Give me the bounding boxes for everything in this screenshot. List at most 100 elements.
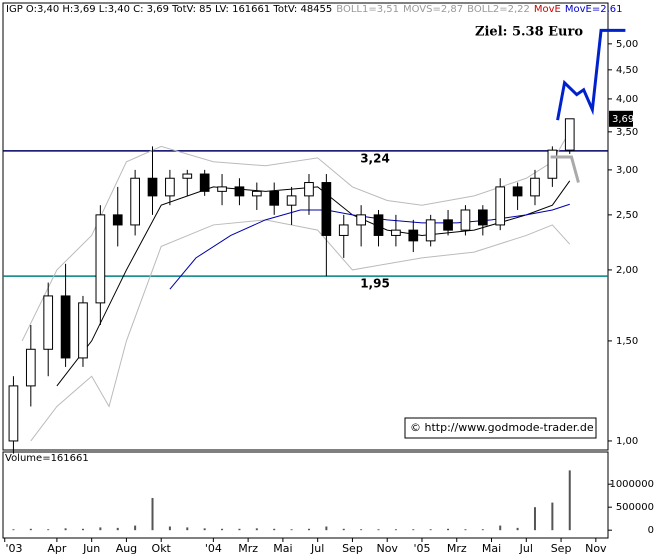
- y-tick-label: 2,50: [616, 210, 638, 221]
- y-tick-label: 2,00: [616, 265, 638, 276]
- volume-bar: [47, 529, 50, 531]
- x-tick-label: '05: [413, 542, 430, 555]
- candle-body: [495, 186, 506, 226]
- last-price-label: 3,69: [612, 114, 634, 125]
- volume-tick-label: 500000: [616, 502, 654, 513]
- candle-body: [165, 177, 175, 197]
- level-label: 1,95: [360, 277, 390, 291]
- volume-bar: [360, 529, 363, 531]
- candle-body: [147, 177, 158, 197]
- x-tick-label: Aug: [116, 542, 137, 555]
- candle-body: [356, 214, 366, 226]
- candle-body: [304, 182, 314, 197]
- volume-bar: [412, 529, 415, 531]
- candle-body: [130, 177, 140, 226]
- volume-bar: [325, 526, 328, 531]
- volume-bar: [168, 526, 171, 531]
- source-box: [404, 417, 597, 439]
- projection-line: [556, 28, 626, 121]
- candle-body: [234, 186, 245, 197]
- candle-body: [251, 190, 262, 197]
- volume-bar: [81, 528, 84, 531]
- candle-body: [338, 224, 349, 236]
- candle-body: [564, 118, 575, 151]
- volume-bar: [499, 525, 502, 531]
- candle-body: [530, 177, 540, 197]
- volume-bar: [273, 528, 276, 531]
- candle-body: [199, 173, 210, 192]
- source: © http://www.godmode-trader.de: [410, 421, 594, 434]
- last-price-box: [609, 110, 633, 127]
- volume-bar: [238, 528, 241, 531]
- volume-bar: [429, 529, 432, 531]
- volume-bar: [290, 529, 293, 531]
- header-item: MovE: [534, 4, 561, 15]
- x-tick-label: Mai: [273, 542, 292, 555]
- candle-body: [373, 214, 384, 236]
- candle-body: [43, 295, 54, 350]
- projection-line: [550, 155, 580, 183]
- indicator-line: [30, 219, 571, 442]
- y-tick-label: 4,50: [616, 65, 638, 76]
- candle-body: [217, 186, 227, 192]
- header-item: BOLL2=2,22: [467, 4, 530, 15]
- x-tick-label: Apr: [47, 542, 67, 555]
- volume-bar: [255, 528, 258, 531]
- indicator-line: [169, 203, 570, 290]
- candle-body: [408, 229, 419, 242]
- volume-bar: [447, 528, 450, 531]
- y-tick-label: 1,00: [616, 436, 638, 447]
- volume-bar: [151, 497, 154, 531]
- y-tick-label: 1,50: [616, 336, 638, 347]
- volume-bar: [377, 529, 380, 531]
- volume-tick-label: 1000000: [609, 479, 654, 490]
- candle-body: [25, 348, 36, 387]
- candle-body: [460, 209, 471, 231]
- y-tick-label: 5,00: [616, 39, 638, 50]
- volume-bar: [99, 527, 102, 531]
- volume-panel: [2, 451, 609, 539]
- volume-bar: [464, 529, 467, 531]
- candle-body: [112, 214, 123, 226]
- candle-body: [321, 182, 332, 236]
- header-item: MovE=2,61: [565, 4, 623, 15]
- volume-bar: [481, 529, 484, 531]
- x-tick-label: Mai: [482, 542, 501, 555]
- candle-body: [78, 302, 88, 359]
- candle-body: [391, 229, 401, 236]
- header: IGP O:3,40 H:3,69 L:3,40 C: 3,69 TotV: 8…: [6, 4, 622, 15]
- candle-body: [60, 295, 71, 359]
- volume-bar: [203, 528, 206, 531]
- volume-bar: [186, 527, 189, 531]
- volume-bar: [342, 528, 345, 531]
- x-tick-label: Nov: [585, 542, 607, 555]
- y-tick-label: 3,00: [616, 165, 638, 176]
- candle-body: [95, 214, 106, 304]
- x-tick-label: Sep: [342, 542, 363, 555]
- volume-bar: [307, 528, 310, 531]
- header-item: MOVS=2,87: [403, 4, 463, 15]
- candle-body: [8, 385, 19, 442]
- x-tick-label: Jul: [519, 542, 533, 555]
- volume-bar: [221, 528, 224, 531]
- volume-bar: [533, 507, 536, 531]
- volume-title: Volume=161661: [5, 453, 89, 464]
- candle-body: [269, 190, 280, 206]
- x-tick-label: Mrz: [238, 542, 258, 555]
- header-item: BOLL1=3,51: [336, 4, 399, 15]
- candle-body: [286, 195, 297, 206]
- price-panel: [2, 2, 609, 451]
- candle-body: [477, 209, 488, 226]
- indicator-line: [21, 130, 571, 342]
- volume-tick-label: 0: [648, 525, 654, 536]
- volume-bar: [64, 528, 67, 531]
- candle-body: [512, 186, 523, 197]
- x-tick-label: Jul: [310, 542, 324, 555]
- x-tick-label: Sep: [551, 542, 572, 555]
- candle-body: [182, 173, 193, 179]
- volume-bar: [551, 502, 554, 531]
- x-tick-label: '04: [205, 542, 222, 555]
- y-tick-label: 4,00: [616, 94, 638, 105]
- volume-bar: [134, 525, 137, 531]
